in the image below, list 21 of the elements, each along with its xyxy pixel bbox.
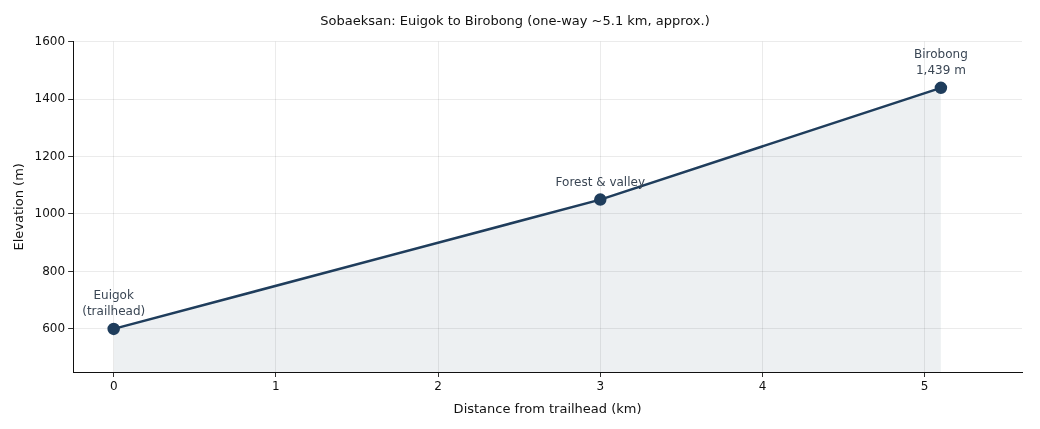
x-tick-label: 4 [758, 379, 767, 394]
y-tick-label: 1600 [34, 33, 66, 48]
y-tick-label: 800 [42, 263, 66, 278]
annotation: Euigok (trailhead) [82, 287, 146, 318]
y-tick-label: 1200 [34, 148, 66, 163]
chart-title: Sobaeksan: Euigok to Birobong (one-way ~5.1 km, approx.) [320, 13, 710, 29]
annotation: Birobong 1,439 m [914, 46, 968, 77]
y-tick-label: 1000 [34, 206, 66, 221]
annotation: Forest & valley [555, 174, 645, 189]
x-tick-label: 3 [596, 379, 605, 394]
x-tick-label: 2 [434, 379, 442, 394]
x-axis-title: Distance from trailhead (km) [453, 400, 642, 416]
y-axis-title: Elevation (m) [11, 163, 27, 251]
y-tick-label: 600 [42, 321, 66, 336]
y-tick-label: 1400 [34, 91, 66, 106]
point [934, 81, 948, 95]
x-tick-label: 1 [272, 379, 280, 394]
point [107, 322, 120, 336]
x-tick-label: 5 [920, 379, 929, 394]
x-tick-label: 0 [109, 379, 118, 394]
point [594, 193, 607, 206]
